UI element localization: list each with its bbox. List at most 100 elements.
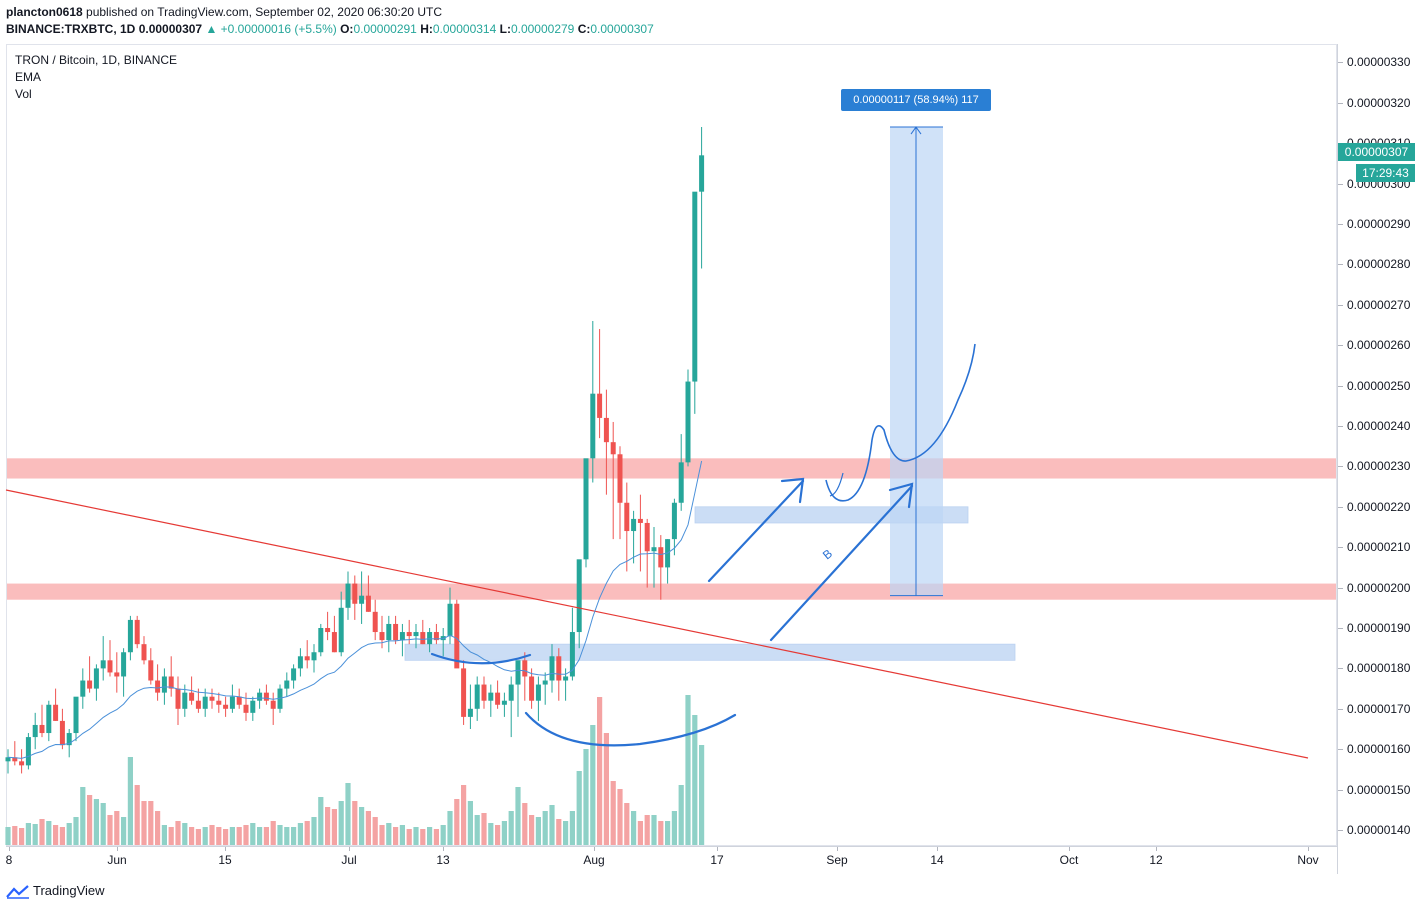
low-value: 0.00000279 bbox=[510, 22, 575, 36]
candle-body bbox=[379, 632, 385, 641]
time-tick-label: Aug bbox=[583, 853, 605, 867]
candle-body bbox=[406, 632, 412, 637]
candle-body bbox=[270, 700, 276, 709]
volume-bar bbox=[399, 825, 405, 845]
candle-body bbox=[107, 660, 113, 673]
projected-path-curve bbox=[825, 343, 976, 502]
arrow-a-head bbox=[780, 477, 805, 504]
volume-bar bbox=[535, 817, 541, 845]
volume-bar bbox=[345, 783, 351, 845]
volume-bar bbox=[216, 827, 222, 845]
footer-branding[interactable]: TradingView bbox=[6, 883, 105, 899]
volume-bar bbox=[576, 771, 582, 845]
price-tick bbox=[1338, 749, 1343, 751]
volume-bar bbox=[148, 801, 154, 845]
candle-body bbox=[291, 668, 297, 681]
volume-bar bbox=[93, 799, 99, 845]
candle-body bbox=[529, 676, 535, 701]
time-axis-border bbox=[6, 846, 1337, 847]
candle-body bbox=[12, 757, 18, 762]
volume-bar bbox=[277, 825, 283, 845]
chart-pane[interactable] bbox=[6, 44, 1337, 846]
price-tick bbox=[1338, 587, 1343, 589]
price-tick bbox=[1338, 506, 1343, 508]
price-tick bbox=[1338, 708, 1343, 710]
candle-body bbox=[427, 632, 433, 645]
price-tick bbox=[1338, 789, 1343, 791]
volume-bar bbox=[161, 825, 167, 845]
candle-body bbox=[134, 619, 140, 645]
volume-bar bbox=[692, 715, 698, 845]
volume-bar bbox=[270, 821, 276, 845]
price-tick-label: 0.00000160 bbox=[1347, 742, 1411, 757]
volume-bar bbox=[223, 829, 229, 845]
open-value: 0.00000291 bbox=[353, 22, 417, 36]
volume-bar bbox=[121, 817, 127, 845]
volume-bar bbox=[5, 827, 11, 845]
price-tick-label: 0.00000170 bbox=[1347, 701, 1411, 716]
volume-bar bbox=[699, 745, 705, 845]
price-tick bbox=[1338, 62, 1343, 64]
candle-body bbox=[535, 684, 541, 701]
candle-body bbox=[5, 757, 11, 762]
arrow-b-head bbox=[888, 482, 914, 509]
candle-body bbox=[454, 603, 460, 669]
candle-body bbox=[624, 502, 630, 532]
candle-body bbox=[515, 660, 521, 685]
candle-body bbox=[569, 632, 575, 677]
candle-body bbox=[229, 696, 235, 709]
arrow-a-shaft bbox=[707, 479, 805, 583]
candle-body bbox=[420, 632, 426, 645]
last-price-tag: 0.00000307 bbox=[1338, 143, 1415, 161]
time-tick-label: Oct bbox=[1059, 853, 1079, 867]
volume-bar bbox=[406, 829, 412, 845]
volume-bar bbox=[474, 815, 480, 845]
time-tick bbox=[225, 847, 226, 851]
author-name[interactable]: plancton0618 bbox=[6, 5, 83, 19]
legend-ema[interactable]: EMA bbox=[15, 70, 42, 84]
time-tick-label: Sep bbox=[826, 853, 848, 867]
candle-body bbox=[508, 684, 514, 701]
volume-bar bbox=[46, 821, 52, 845]
volume-bar bbox=[59, 827, 65, 845]
volume-bar bbox=[175, 821, 181, 845]
candle-body bbox=[114, 672, 120, 677]
candle-body bbox=[549, 656, 555, 681]
price-tick-label: 0.00000190 bbox=[1347, 621, 1411, 635]
candle-body bbox=[318, 628, 324, 653]
candle-body bbox=[563, 676, 569, 681]
volume-bar bbox=[393, 827, 399, 845]
candle-body bbox=[501, 700, 507, 705]
legend-vol[interactable]: Vol bbox=[15, 87, 32, 101]
volume-bar bbox=[583, 749, 589, 845]
time-tick bbox=[1156, 847, 1157, 851]
volume-bar bbox=[250, 823, 256, 845]
candle-body bbox=[658, 547, 664, 568]
candle-body bbox=[155, 680, 161, 693]
volume-bar bbox=[209, 825, 215, 845]
open-label: O: bbox=[340, 22, 354, 36]
volume-bar bbox=[427, 827, 433, 845]
candle-body bbox=[474, 684, 480, 709]
measure-label: 0.00000117 (58.94%) 117 bbox=[841, 89, 991, 111]
volume-bar bbox=[182, 823, 188, 845]
price-tick bbox=[1338, 426, 1343, 427]
legend-title[interactable]: TRON / Bitcoin, 1D, BINANCE bbox=[15, 53, 178, 67]
price-tick bbox=[1338, 183, 1343, 185]
volume-bar bbox=[297, 823, 303, 845]
candle-body bbox=[19, 761, 25, 766]
candle-body bbox=[576, 559, 582, 633]
candle-body bbox=[127, 619, 133, 653]
volume-bar bbox=[25, 823, 31, 845]
volume-bar bbox=[658, 821, 664, 845]
candle-body bbox=[610, 442, 616, 455]
candle-body bbox=[325, 628, 331, 633]
volume-bar bbox=[549, 805, 555, 845]
price-tick-label: 0.00000270 bbox=[1347, 297, 1411, 312]
countdown-tag: 17:29:43 bbox=[1356, 164, 1415, 182]
candle-body bbox=[202, 696, 208, 709]
volume-bar bbox=[359, 807, 365, 845]
candle-body bbox=[100, 660, 106, 669]
volume-bar bbox=[488, 823, 494, 845]
